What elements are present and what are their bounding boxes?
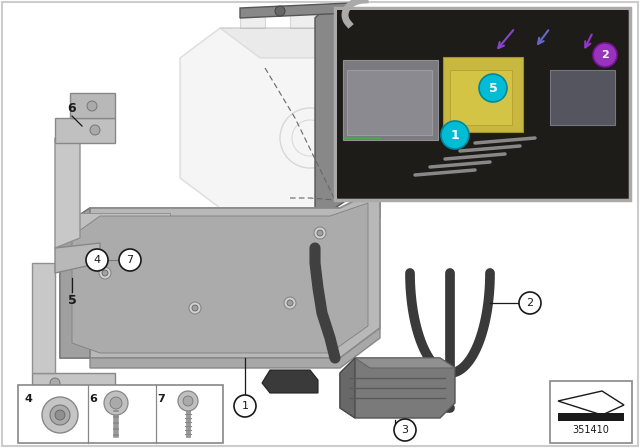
Circle shape [479, 74, 507, 102]
Text: 6: 6 [89, 394, 97, 404]
Text: 5: 5 [68, 293, 76, 306]
Text: 3: 3 [401, 425, 408, 435]
Text: 7: 7 [157, 394, 165, 404]
Circle shape [50, 405, 70, 425]
Circle shape [42, 397, 78, 433]
Text: 1: 1 [241, 401, 248, 411]
Text: 7: 7 [127, 255, 134, 265]
Text: 5: 5 [488, 82, 497, 95]
Polygon shape [70, 93, 115, 118]
Circle shape [183, 396, 193, 406]
Circle shape [104, 391, 128, 415]
Bar [18, 385, 223, 443]
Polygon shape [32, 373, 115, 393]
Bar [450, 70, 512, 125]
Bar [347, 70, 432, 135]
Circle shape [55, 410, 65, 420]
Circle shape [275, 6, 285, 16]
Circle shape [189, 302, 201, 314]
Bar [443, 57, 523, 132]
Polygon shape [55, 138, 80, 248]
Circle shape [87, 101, 97, 111]
Polygon shape [220, 28, 370, 58]
Polygon shape [340, 358, 455, 418]
Circle shape [314, 227, 326, 239]
Text: 2: 2 [527, 298, 534, 308]
Polygon shape [558, 391, 624, 415]
Circle shape [593, 43, 617, 67]
Polygon shape [340, 358, 355, 418]
Polygon shape [240, 13, 265, 28]
Polygon shape [55, 118, 115, 143]
Circle shape [284, 297, 296, 309]
Polygon shape [240, 3, 350, 18]
Bar [550, 381, 632, 443]
Bar [550, 70, 615, 125]
Text: 6: 6 [68, 102, 76, 115]
Polygon shape [60, 208, 90, 358]
Circle shape [99, 267, 111, 279]
Polygon shape [72, 203, 368, 353]
Polygon shape [90, 328, 380, 368]
Text: 4: 4 [93, 255, 100, 265]
Polygon shape [32, 263, 55, 373]
Circle shape [90, 125, 100, 135]
Circle shape [287, 300, 293, 306]
Circle shape [102, 270, 108, 276]
Text: 351410: 351410 [573, 425, 609, 435]
Polygon shape [558, 413, 624, 421]
Circle shape [86, 249, 108, 271]
Polygon shape [355, 358, 455, 368]
Polygon shape [60, 188, 380, 248]
Circle shape [441, 121, 469, 149]
Polygon shape [60, 188, 380, 358]
Circle shape [178, 391, 198, 411]
Bar [337, 10, 628, 198]
Circle shape [119, 249, 141, 271]
Circle shape [234, 395, 256, 417]
Text: 4: 4 [24, 394, 32, 404]
Polygon shape [315, 13, 360, 218]
Polygon shape [55, 243, 100, 273]
Text: 2: 2 [601, 50, 609, 60]
Circle shape [394, 419, 416, 441]
Circle shape [317, 230, 323, 236]
Bar [343, 60, 438, 140]
Circle shape [110, 397, 122, 409]
Circle shape [50, 378, 60, 388]
Text: 1: 1 [451, 129, 460, 142]
Bar [335, 8, 630, 200]
Circle shape [519, 292, 541, 314]
Polygon shape [180, 28, 370, 208]
Circle shape [405, 168, 415, 178]
Polygon shape [262, 370, 318, 393]
Polygon shape [290, 13, 315, 28]
Polygon shape [75, 213, 170, 253]
Circle shape [192, 305, 198, 311]
